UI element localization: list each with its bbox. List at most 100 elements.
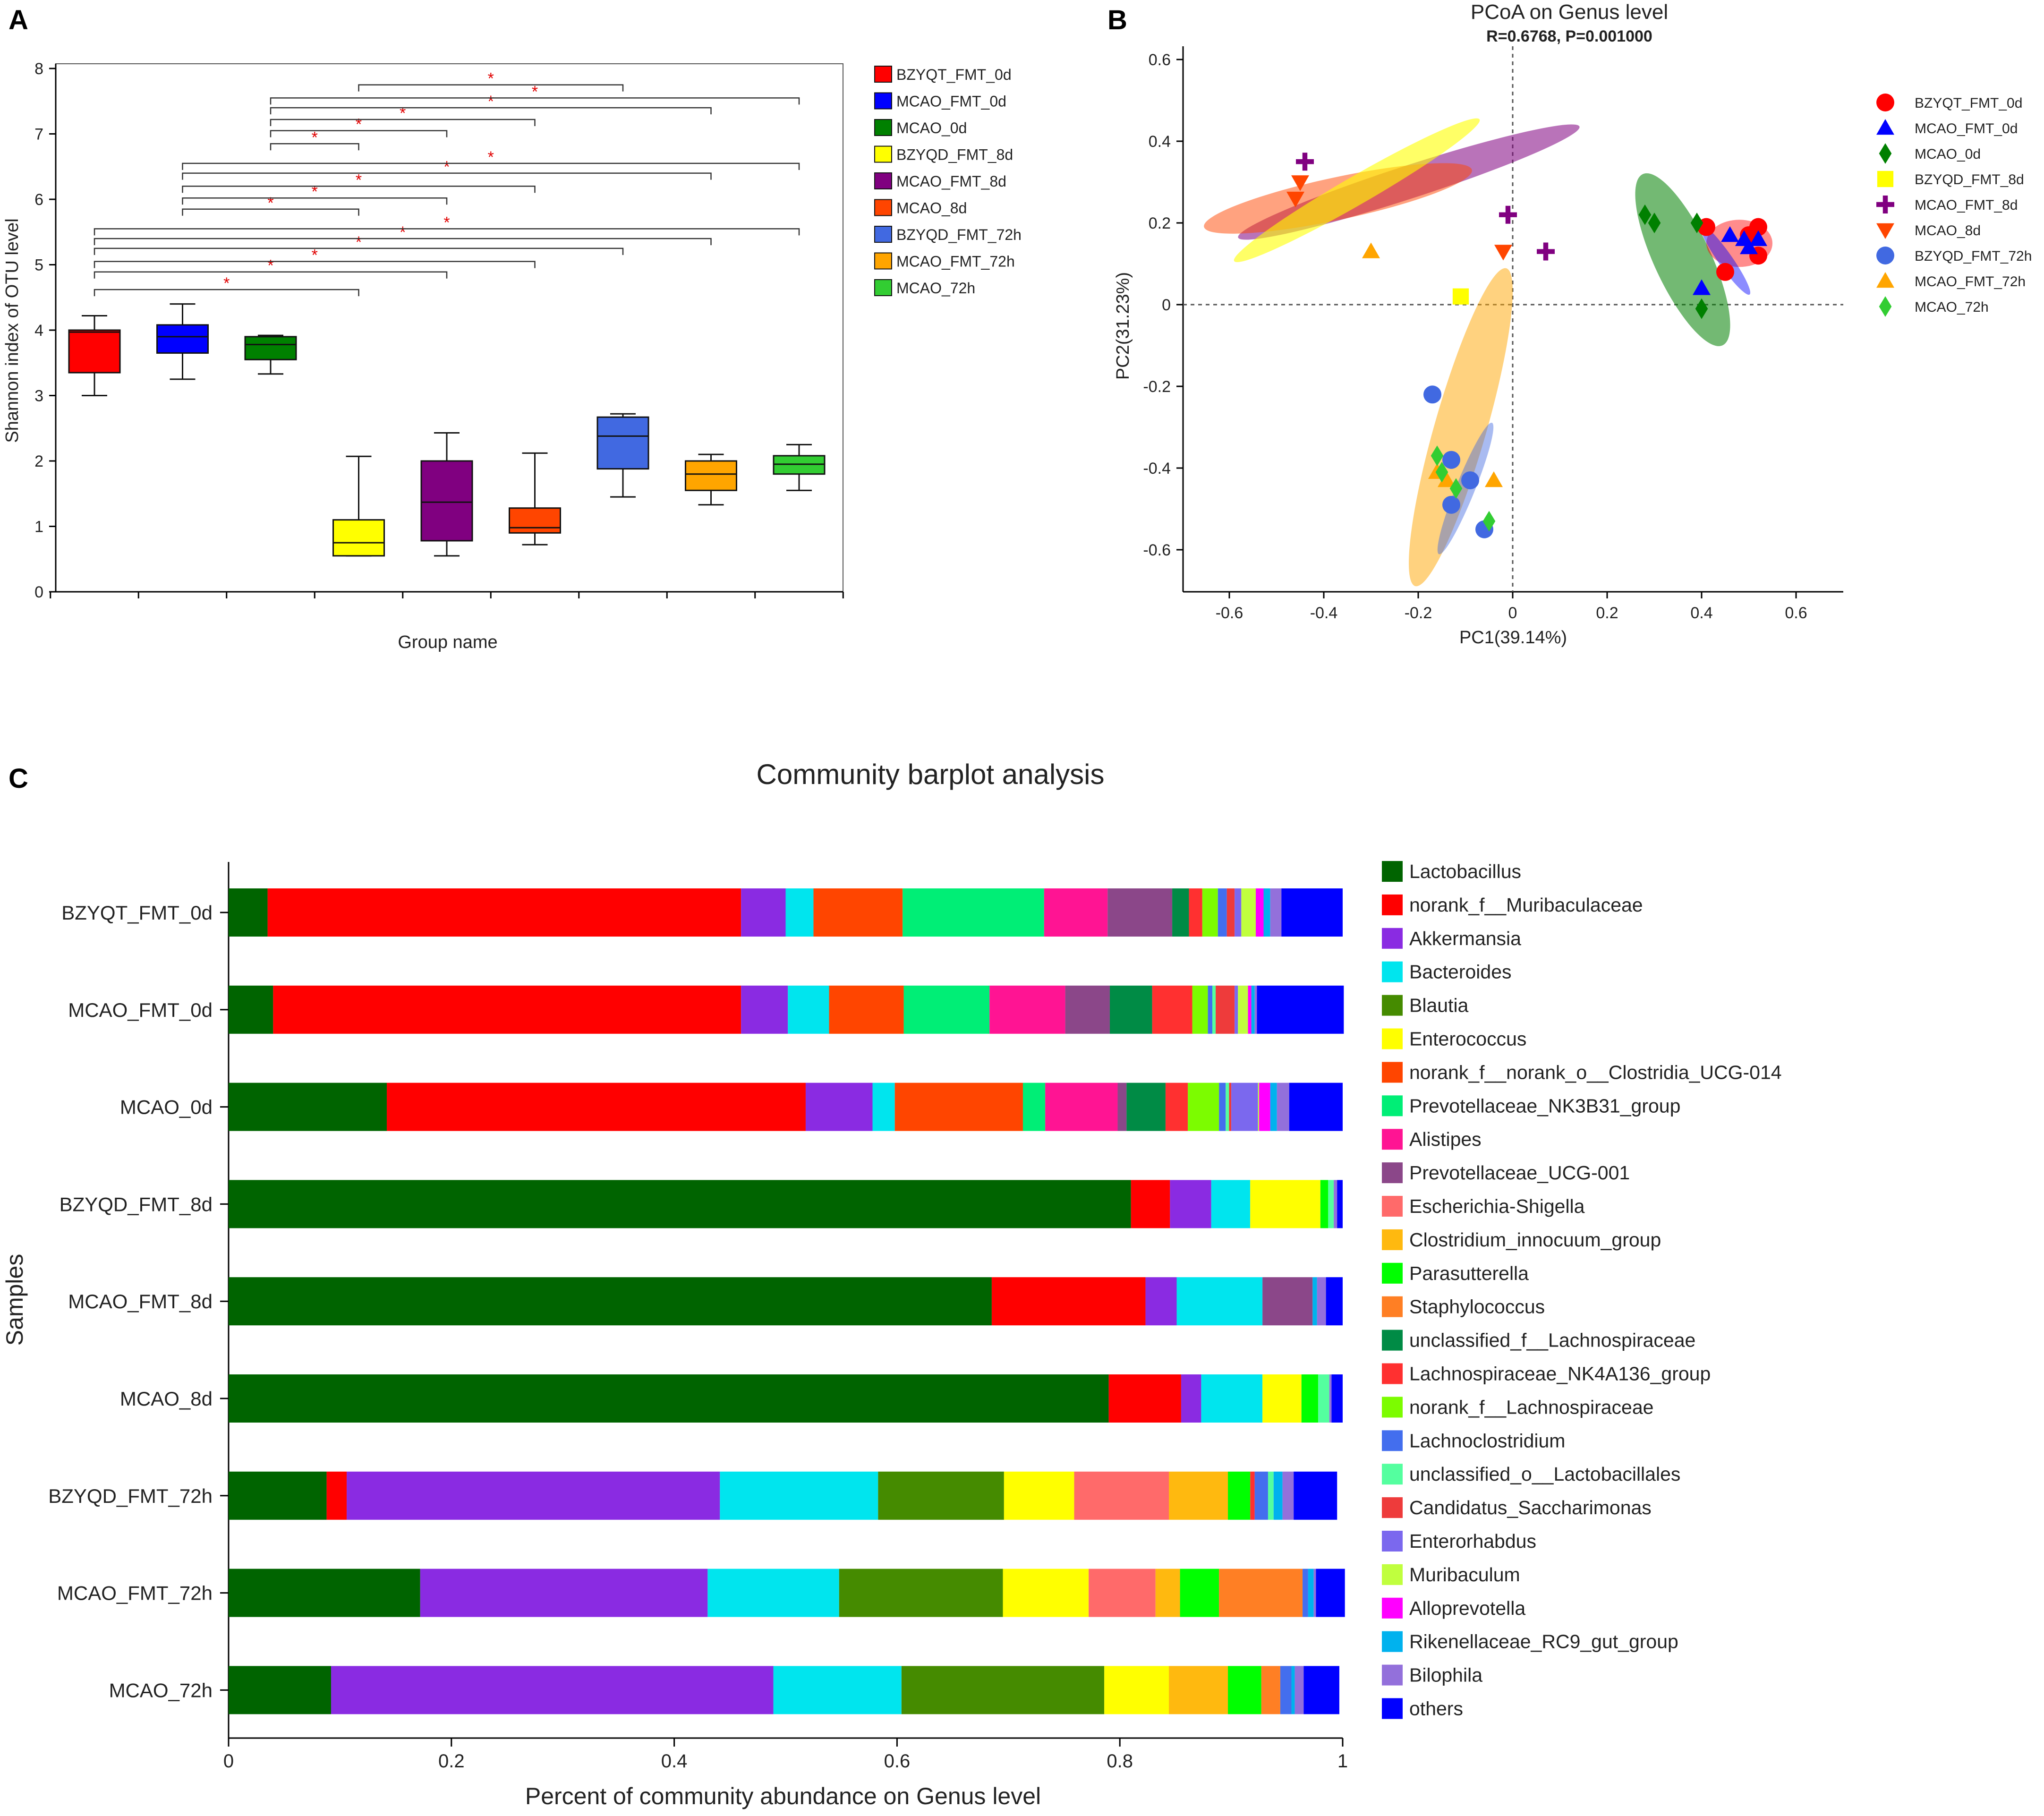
significance-star: *: [488, 148, 494, 166]
legend-item-muribaculum: Muribaculum: [1409, 1564, 1520, 1586]
legend-swatch: [1382, 1597, 1403, 1619]
legend-item-mcao-72h: MCAO_72h: [1915, 299, 1989, 315]
significance-bracket: [94, 228, 800, 236]
legend-item-norank-f-muribaculaceae: norank_f__Muribaculaceae: [1409, 894, 1643, 916]
x-tick-label: -0.4: [1310, 604, 1338, 622]
bar-segment-parasutterella: [1228, 1471, 1251, 1520]
bar-segment-others: [1337, 1180, 1343, 1228]
sample-label-mcao-0d: MCAO_0d: [120, 1096, 213, 1118]
bar-segment-lactobacillus: [229, 1180, 1131, 1228]
bar-segment-norank-f-muribaculaceae: [273, 985, 741, 1034]
significance-star: *: [223, 274, 230, 292]
bar-segment-akkermansia: [741, 888, 786, 937]
legend-swatch: [1382, 1497, 1403, 1518]
significance-bracket: [358, 84, 624, 92]
legend-item-clostridium-innocuum-group: Clostridium_innocuum_group: [1409, 1229, 1661, 1251]
bar-segment-bilophila: [1317, 1277, 1326, 1326]
significance-bracket: [182, 197, 448, 205]
legend-swatch: [1382, 928, 1403, 949]
box-mcao-8d: [509, 507, 561, 534]
significance-star: *: [400, 104, 406, 122]
sample-label-bzyqt-fmt-0d: BZYQT_FMT_0d: [61, 902, 213, 924]
sample-label-mcao-72h: MCAO_72h: [109, 1679, 213, 1701]
bar-segment-prevotellaceae-nk3b31-group: [1022, 1083, 1046, 1131]
legend-swatch: [1382, 1631, 1403, 1652]
bar-segment-lactobacillus: [229, 1569, 420, 1617]
sample-label-bzyqd-fmt-72h: BZYQD_FMT_72h: [48, 1485, 213, 1507]
bar-segment-lactobacillus: [229, 888, 268, 937]
bar-segment-others: [1331, 1374, 1343, 1423]
legend-item-bzyqd-fmt-8d: BZYQD_FMT_8d: [896, 146, 1013, 163]
bar-segment-lachnoclostridium: [1280, 1666, 1292, 1714]
y-tick-label: 5: [34, 256, 43, 274]
x-tick-label: 0.2: [1596, 604, 1618, 622]
bar-segment-unclassified-f-lachnospiraceae: [1172, 888, 1189, 937]
bar-segment-bacteroides: [773, 1666, 902, 1714]
legend-marker: [1879, 296, 1892, 317]
legend-item-candidatus-saccharimonas: Candidatus_Saccharimonas: [1409, 1497, 1652, 1518]
legend-item-mcao-0d: MCAO_0d: [1915, 146, 1981, 162]
legend-item-enterococcus: Enterococcus: [1409, 1028, 1526, 1050]
legend-marker: [1876, 94, 1894, 111]
legend-item-parasutterella: Parasutterella: [1409, 1262, 1529, 1284]
bar-segment-alistipes: [1044, 888, 1108, 937]
legend-swatch: [874, 119, 892, 136]
bar-segment-others: [1303, 1666, 1339, 1714]
significance-star: *: [312, 183, 318, 201]
bar-segment-norank-f-norank-o-clostridia-ucg-014: [829, 985, 904, 1034]
ellipse-mcao-fmt-0d: [1700, 224, 1751, 295]
bar-segment-blautia: [901, 1666, 1105, 1714]
legend-item-alloprevotella: Alloprevotella: [1409, 1597, 1525, 1619]
point-bzyqd-fmt-72h: [1442, 451, 1460, 469]
bar-segment-escherichia-shigella: [1089, 1569, 1156, 1617]
point-mcao-fmt-0d: [1721, 226, 1739, 242]
panel-a-boxplot: 0 1 2 3 4 5 6 7 8 Group name Shannon index of OTU …: [2, 60, 1022, 652]
significance-star: *: [356, 116, 362, 134]
legend-swatch: [874, 279, 892, 296]
bar-segment-lachnoclostridium: [1303, 1569, 1308, 1617]
legend-swatch: [874, 226, 892, 243]
legend-item-alistipes: Alistipes: [1409, 1128, 1482, 1150]
bar-segment-norank-f-norank-o-clostridia-ucg-014: [813, 888, 903, 937]
legend-swatch: [1382, 1363, 1403, 1384]
bar-segment-bilophila: [1329, 1374, 1332, 1423]
significance-star: *: [488, 93, 494, 111]
point-mcao-72h: [1449, 478, 1463, 499]
legend-item-mcao-0d: MCAO_0d: [896, 119, 967, 136]
bar-segment-norank-f-muribaculaceae: [326, 1471, 347, 1520]
bar-segment-enterococcus: [1262, 1374, 1302, 1423]
legend-item-bzyqd-fmt-72h: BZYQD_FMT_72h: [1915, 248, 2032, 264]
y-axis-label: Samples: [1, 1254, 28, 1346]
legend-swatch: [1382, 861, 1403, 882]
bar-segment-lactobacillus: [229, 1277, 992, 1326]
significance-bracket: [270, 97, 800, 105]
significance-bracket: [94, 247, 624, 255]
legend-item-mcao-fmt-8d: MCAO_FMT_8d: [896, 173, 1006, 190]
bar-segment-bilophila: [1282, 1471, 1294, 1520]
bar-segment-akkermansia: [347, 1471, 720, 1520]
legend-item-bilophila: Bilophila: [1409, 1664, 1482, 1686]
bar-segment-lachnoclostridium: [1254, 1471, 1268, 1520]
bar-segment-rikenellaceae-rc9-gut-group: [1270, 1083, 1277, 1131]
x-axis-label: Group name: [398, 632, 497, 652]
significance-bracket: [182, 186, 536, 193]
bar-segment-muribaculum: [1241, 888, 1256, 937]
bar-segment-blautia: [839, 1569, 1003, 1617]
x-tick-label: -0.6: [1216, 604, 1243, 622]
x-tick-label: 0.6: [884, 1751, 911, 1772]
bar-segment-prevotellaceae-ucg-001: [1117, 1083, 1127, 1131]
bar-segment-bacteroides: [872, 1083, 895, 1131]
point-mcao-8d: [1494, 245, 1512, 261]
bar-segment-norank-f-lachnospiraceae: [1202, 888, 1218, 937]
significance-bracket: [270, 119, 536, 127]
bar-segment-norank-f-lachnospiraceae: [1188, 1083, 1219, 1131]
y-tick-label: 2: [34, 452, 43, 470]
legend-swatch: [1382, 1162, 1403, 1184]
point-mcao-72h: [1482, 511, 1496, 532]
bar-segment-rikenellaceae-rc9-gut-group: [1273, 1471, 1283, 1520]
legend-item-lachnoclostridium: Lachnoclostridium: [1409, 1430, 1565, 1451]
significance-star: *: [532, 83, 538, 101]
legend-swatch: [1382, 961, 1403, 982]
x-tick-label: 0: [223, 1751, 234, 1772]
legend-swatch: [874, 252, 892, 270]
